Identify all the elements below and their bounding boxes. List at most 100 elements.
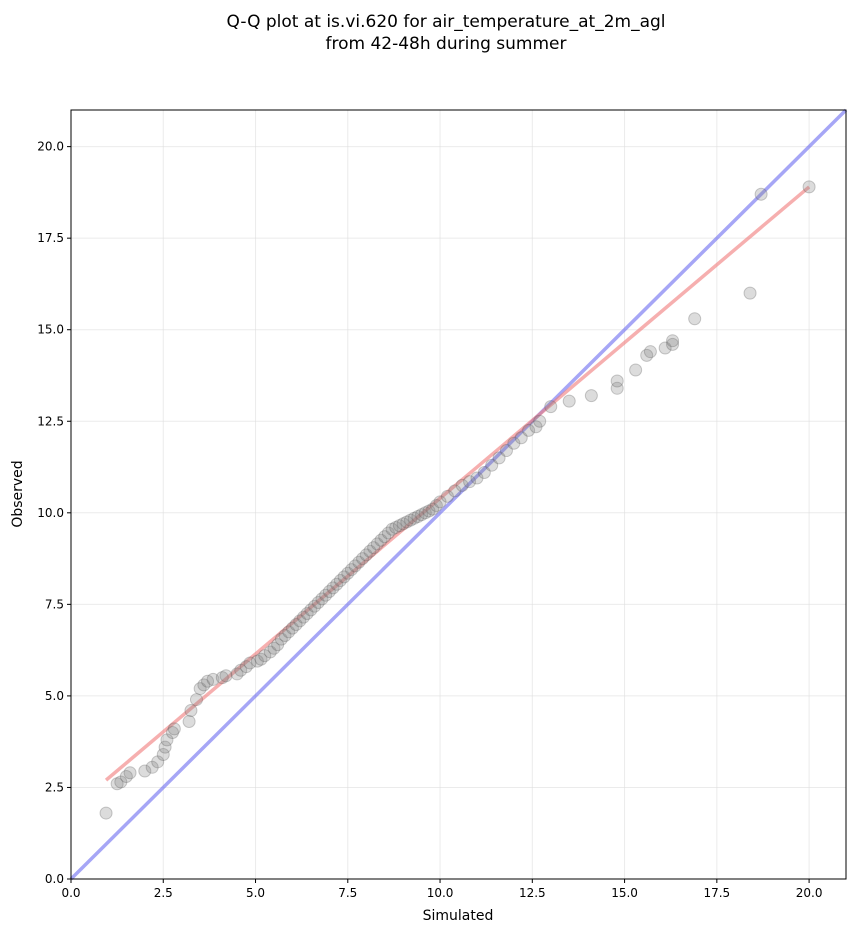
chart-title-line-1: Q-Q plot at is.vi.620 for air_temperatur… bbox=[226, 12, 665, 32]
chart-title-line-2: from 42-48h during summer bbox=[326, 34, 567, 54]
y-axis-label: Observed bbox=[10, 460, 26, 527]
qq-point bbox=[374, 533, 388, 547]
qq-point bbox=[160, 733, 174, 747]
x-tick-label: 5.0 bbox=[246, 886, 265, 900]
qq-point bbox=[610, 381, 624, 395]
qq-point bbox=[363, 544, 377, 558]
qq-point bbox=[385, 522, 399, 536]
x-tick-label: 15.0 bbox=[611, 886, 638, 900]
qq-point bbox=[282, 625, 296, 639]
qq-point bbox=[448, 484, 462, 498]
qq-point bbox=[440, 489, 454, 503]
qq-point bbox=[370, 537, 384, 551]
qq-point bbox=[189, 693, 203, 707]
qq-point bbox=[285, 621, 299, 635]
qq-point bbox=[389, 520, 403, 534]
x-axis-label: Simulated bbox=[423, 908, 494, 924]
qq-point bbox=[243, 656, 257, 670]
qq-point bbox=[271, 638, 285, 652]
plot-area bbox=[69, 108, 848, 881]
qq-point bbox=[429, 498, 443, 512]
qq-point bbox=[544, 400, 558, 414]
qq-point bbox=[308, 599, 322, 613]
qq-point bbox=[643, 345, 657, 359]
qq-point bbox=[156, 747, 170, 761]
qq-point bbox=[344, 563, 358, 577]
qq-point bbox=[297, 610, 310, 624]
x-tick-label: 12.5 bbox=[519, 886, 546, 900]
qq-point bbox=[658, 341, 672, 355]
y-axis-ticks: 0.0 2.5 5.0 7.5 10.0 12.5 15.0 17.5 20.0 bbox=[37, 140, 71, 886]
qq-point bbox=[666, 337, 680, 351]
qq-point bbox=[337, 570, 351, 584]
qq-point bbox=[293, 614, 307, 628]
qq-point bbox=[119, 769, 133, 783]
y-tick-label: 7.5 bbox=[45, 597, 64, 611]
qq-point bbox=[250, 654, 264, 668]
x-tick-label: 2.5 bbox=[154, 886, 173, 900]
qq-point bbox=[485, 458, 499, 472]
qq-point bbox=[165, 726, 179, 740]
qq-point bbox=[415, 508, 429, 522]
x-tick-label: 0.0 bbox=[61, 886, 80, 900]
qq-point bbox=[330, 577, 344, 591]
y-tick-label: 17.5 bbox=[37, 231, 64, 245]
qq-point bbox=[348, 559, 362, 573]
grid-lines bbox=[70, 110, 846, 880]
qq-point bbox=[477, 466, 491, 480]
qq-point bbox=[304, 603, 318, 617]
qq-point bbox=[123, 766, 137, 780]
qq-point bbox=[184, 704, 198, 718]
y-tick-label: 5.0 bbox=[45, 689, 64, 703]
qq-point bbox=[300, 607, 314, 621]
x-tick-label: 7.5 bbox=[338, 886, 357, 900]
qq-point bbox=[311, 596, 325, 610]
qq-point bbox=[404, 513, 418, 527]
y-tick-label: 10.0 bbox=[37, 506, 64, 520]
x-axis-ticks: 0.0 2.5 5.0 7.5 10.0 12.5 15.0 17.5 20.0 bbox=[61, 879, 822, 900]
qq-point bbox=[514, 431, 528, 445]
qq-point bbox=[499, 444, 513, 458]
y-tick-label: 0.0 bbox=[45, 872, 64, 886]
qq-point bbox=[492, 451, 506, 465]
qq-point bbox=[352, 555, 366, 569]
fit-line bbox=[104, 185, 811, 782]
qq-point bbox=[378, 530, 392, 544]
qq-point bbox=[206, 672, 220, 686]
y-tick-label: 15.0 bbox=[37, 323, 64, 337]
qq-point bbox=[99, 806, 113, 820]
qq-point bbox=[197, 678, 211, 692]
qq-point bbox=[392, 519, 406, 533]
qq-point bbox=[407, 511, 421, 525]
qq-point bbox=[754, 187, 768, 201]
qq-point bbox=[411, 509, 425, 523]
qq-point bbox=[396, 517, 410, 531]
qq-point bbox=[219, 669, 233, 683]
qq-point bbox=[470, 471, 484, 485]
y-tick-label: 2.5 bbox=[45, 780, 64, 794]
qq-point bbox=[629, 363, 643, 377]
qq-point bbox=[315, 592, 329, 606]
qq-point bbox=[145, 760, 159, 774]
qq-point bbox=[193, 682, 207, 696]
qq-point bbox=[230, 667, 244, 681]
qq-point bbox=[688, 312, 702, 326]
qq-point bbox=[455, 478, 469, 492]
qq-point bbox=[562, 394, 576, 408]
qq-point bbox=[138, 764, 152, 778]
qq-point bbox=[640, 348, 654, 362]
qq-point bbox=[341, 566, 355, 580]
qq-point bbox=[584, 389, 598, 403]
x-tick-label: 17.5 bbox=[703, 886, 730, 900]
qq-point bbox=[254, 652, 268, 666]
identity-line bbox=[69, 108, 848, 881]
qq-point bbox=[743, 286, 757, 300]
qq-point bbox=[278, 628, 292, 642]
qq-point bbox=[182, 715, 196, 729]
x-tick-label: 20.0 bbox=[796, 886, 823, 900]
plot-frame bbox=[70, 109, 847, 880]
qq-point bbox=[326, 581, 340, 595]
qq-point bbox=[234, 663, 248, 677]
qq-point bbox=[258, 649, 272, 663]
qq-point bbox=[215, 671, 229, 685]
